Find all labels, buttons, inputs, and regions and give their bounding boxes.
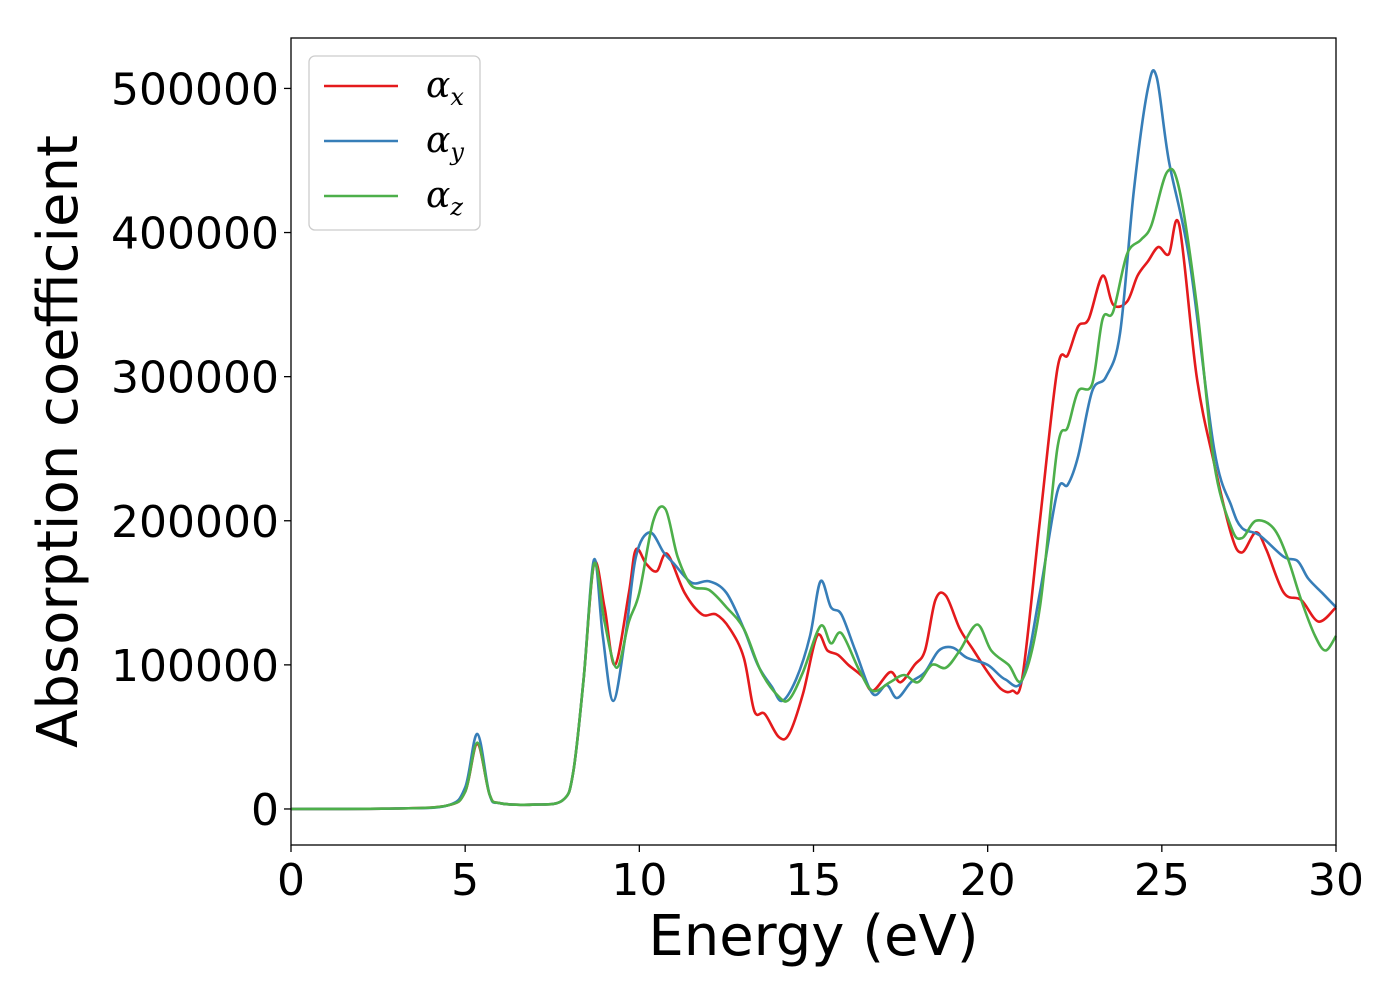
legend-label-y: αy [426,120,464,166]
legend-label-base: α [426,120,450,161]
y-axis-label: Absorption coefficient [26,135,91,748]
legend-label-subscript: x [450,83,464,111]
y-tick-label: 0 [251,785,279,836]
x-tick-label: 25 [1134,855,1190,906]
x-axis-label: Energy (eV) [648,904,978,969]
series-line-z [290,167,1338,811]
legend-label-z: αz [426,175,463,221]
x-tick-label: 15 [786,855,842,906]
x-axis-ticks: 0 5 10 15 20 25 30 [277,845,1364,906]
y-tick-label: 100000 [111,641,279,692]
x-tick-label: 5 [451,855,479,906]
x-tick-label: 30 [1308,855,1364,906]
x-tick-label: 10 [611,855,667,906]
x-tick-label: 0 [277,855,305,906]
x-tick-label: 20 [960,855,1016,906]
legend-label-x: αx [426,65,464,111]
y-tick-label: 200000 [111,497,279,548]
legend-label-subscript: y [449,138,464,166]
legend-box [308,55,481,231]
y-tick-label: 400000 [111,209,279,260]
series-lines [290,69,1338,811]
legend-label-base: α [426,175,450,216]
y-axis-ticks: 0 100000 200000 300000 400000 500000 [111,64,291,836]
legend-label-subscript: z [449,193,463,221]
y-tick-label: 300000 [111,353,279,404]
y-tick-label: 500000 [111,64,279,115]
legend-label-base: α [426,65,450,106]
